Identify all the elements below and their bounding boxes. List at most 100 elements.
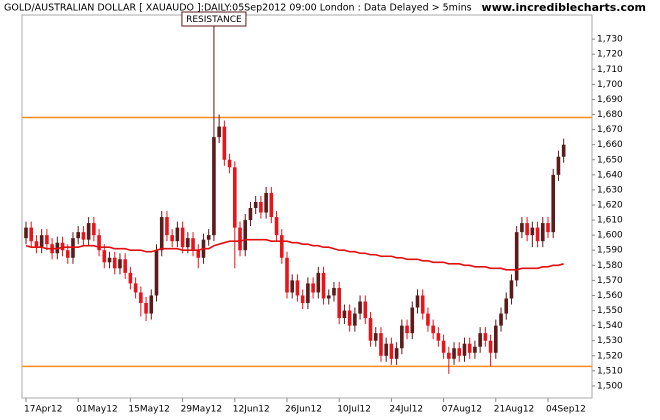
candle-body	[462, 343, 467, 356]
candle-body	[107, 257, 112, 263]
candle-body	[353, 313, 357, 326]
candle-body	[175, 227, 180, 242]
x-tick-label: 04Sep12	[546, 405, 586, 415]
candle-body	[499, 313, 503, 326]
x-tick-label: 15May12	[128, 405, 170, 415]
y-tick-label: 1,540	[597, 321, 623, 331]
x-tick-label: 29May12	[181, 405, 223, 415]
candle-body	[24, 227, 28, 239]
y-tick-label: 1,520	[597, 351, 623, 361]
candle-body	[473, 346, 477, 353]
candle-body	[478, 333, 482, 347]
candle-body	[546, 223, 550, 233]
candle-body	[217, 126, 221, 138]
candle-body	[81, 232, 86, 240]
moving-average-line	[25, 238, 564, 271]
candle-body	[504, 298, 509, 314]
y-tick-label: 1,630	[597, 185, 623, 195]
y-tick-label: 1,700	[597, 80, 623, 90]
candle-body	[274, 217, 279, 236]
y-tick-label: 1,660	[597, 140, 623, 150]
x-tick-label: 10Jul12	[337, 405, 371, 415]
candle-body	[154, 250, 159, 296]
y-tick-label: 1,510	[597, 366, 623, 376]
candle-body	[311, 283, 315, 293]
candle-body	[253, 201, 258, 209]
candle-body	[483, 333, 488, 341]
candle-body	[540, 223, 545, 242]
candle-body	[467, 343, 472, 353]
y-tick-label: 1,610	[597, 216, 623, 226]
candle-body	[394, 348, 399, 359]
y-tick-label: 1,650	[597, 155, 623, 165]
candle-body	[222, 126, 227, 160]
candle-body	[248, 208, 253, 221]
y-tick-label: 1,690	[597, 95, 623, 105]
candle-body	[436, 333, 441, 341]
candle-body	[186, 238, 190, 248]
candle-body	[92, 223, 96, 236]
candle-body	[420, 295, 425, 314]
plot-frame	[21, 14, 593, 399]
x-tick-label: 26Jun12	[285, 405, 322, 415]
candle-body	[347, 310, 352, 326]
candle-body	[212, 137, 216, 236]
candle-body	[128, 272, 133, 284]
candle-body	[206, 235, 211, 240]
y-tick-label: 1,530	[597, 336, 623, 346]
y-tick-label: 1,570	[597, 276, 623, 286]
chart-title: GOLD/AUSTRALIAN DOLLAR [ XAUAUDO ]:DAILY…	[4, 3, 472, 14]
candle-body	[488, 340, 493, 353]
candle-body	[29, 227, 34, 242]
candle-body	[238, 227, 242, 251]
candle-body	[368, 318, 373, 341]
candle-body	[551, 174, 556, 233]
candle-body	[243, 220, 248, 251]
y-tick-label: 1,680	[597, 110, 623, 120]
x-tick-label: 01May12	[76, 405, 118, 415]
candle-body	[34, 241, 39, 248]
x-tick-label: 12Jun12	[233, 405, 270, 415]
candle-body	[316, 272, 321, 293]
y-tick-label: 1,550	[597, 306, 623, 316]
candle-body	[337, 287, 341, 319]
y-tick-label: 1,670	[597, 125, 623, 135]
source-link: www.incrediblecharts.com	[482, 1, 646, 14]
candle-body	[457, 348, 462, 356]
candle-body	[410, 307, 415, 334]
y-tick-label: 1,600	[597, 231, 623, 241]
candle-body	[191, 238, 195, 251]
candle-body	[332, 287, 336, 296]
candle-body	[259, 201, 263, 213]
y-tick-label: 1,730	[597, 35, 623, 45]
x-tick-label: 21Aug12	[494, 405, 534, 415]
candle-body	[102, 250, 107, 263]
candle-body	[295, 280, 300, 296]
candle-body	[561, 144, 566, 157]
candle-body	[76, 232, 80, 239]
y-tick-label: 1,560	[597, 291, 623, 301]
candle-body	[530, 227, 535, 236]
candle-body	[494, 325, 498, 353]
candle-body	[373, 333, 378, 341]
candle-body	[144, 303, 148, 314]
candle-body	[389, 343, 394, 359]
candle-body	[170, 235, 174, 242]
annotation-box	[181, 11, 247, 27]
candle-body	[159, 217, 164, 251]
candle-body	[415, 295, 420, 308]
candle-body	[97, 235, 101, 251]
candle-body	[279, 235, 284, 258]
candle-body	[431, 325, 435, 334]
x-tick-label: 17Apr12	[24, 405, 62, 415]
candle-body	[139, 292, 143, 304]
annotation: RESISTANCE	[186, 15, 242, 25]
y-tick-label: 1,620	[597, 200, 623, 210]
candle-body	[379, 333, 383, 356]
candle-body	[65, 250, 70, 258]
candle-body	[358, 301, 362, 314]
candle-body	[400, 325, 404, 349]
candle-body	[509, 280, 514, 299]
candle-body	[45, 235, 49, 245]
